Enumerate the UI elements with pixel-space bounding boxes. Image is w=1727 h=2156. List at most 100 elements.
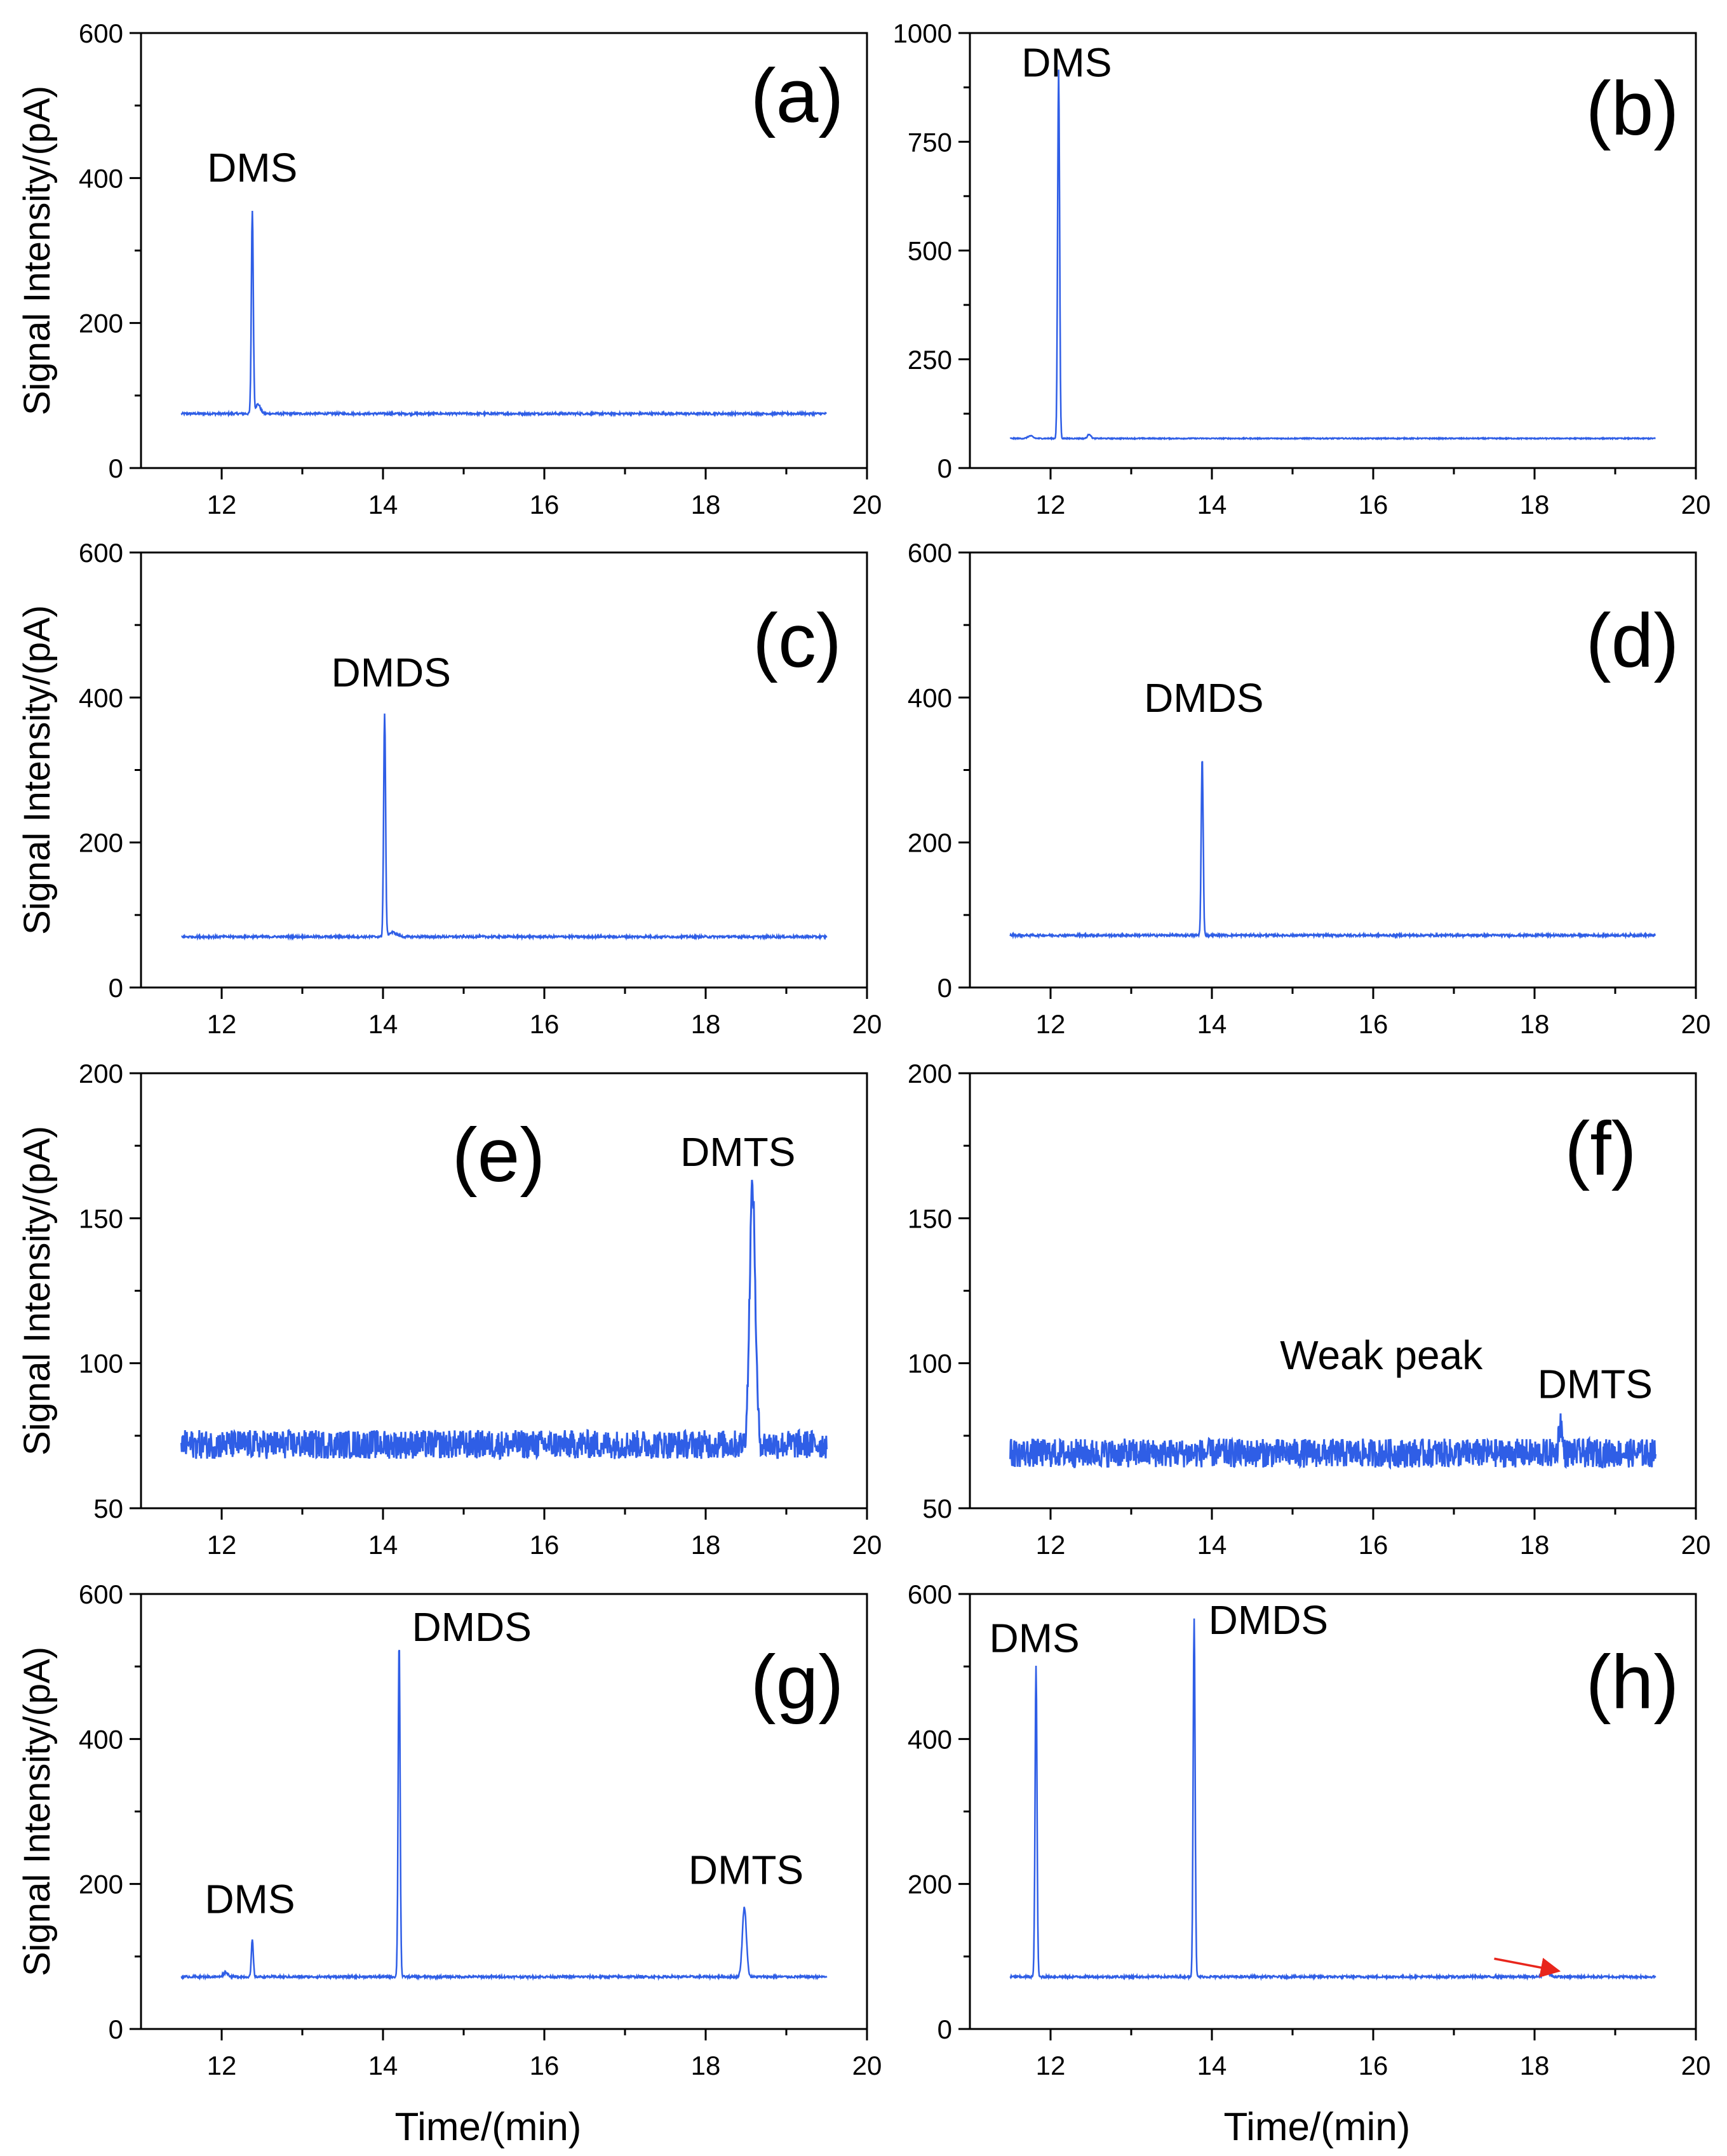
series-line — [180, 1649, 828, 1981]
x-tick-label: 20 — [1681, 2051, 1711, 2080]
x-tick-label: 12 — [207, 2051, 237, 2080]
x-tick-label: 20 — [1681, 1530, 1711, 1560]
y-tick-label: 250 — [908, 345, 952, 375]
panel-label: (a) — [751, 53, 844, 138]
y-tick-label: 400 — [908, 683, 952, 713]
x-tick-label: 16 — [1359, 490, 1388, 519]
peak-annotation: DMTS — [689, 1847, 803, 1893]
series-line — [1009, 1618, 1656, 1981]
y-axis-label: Signal Intensity/(pA) — [17, 1647, 58, 1976]
y-tick-label: 0 — [937, 453, 952, 483]
x-tick-label: 18 — [691, 1530, 721, 1560]
x-axis-label: Time/(min) — [395, 2105, 582, 2149]
y-tick-label: 100 — [79, 1349, 123, 1379]
y-tick-label: 0 — [109, 453, 123, 483]
y-axis-label: Signal Intensity/(pA) — [17, 86, 58, 415]
panel-label: (h) — [1586, 1640, 1679, 1725]
y-axis-label: Signal Intensity/(pA) — [17, 1126, 58, 1456]
chart-panel-e: 12 14 16 18 20 50 100 150 200 Signal Intensity/(p… — [17, 1059, 882, 1560]
x-tick-label: 14 — [368, 1009, 398, 1039]
y-tick-label: 0 — [109, 973, 123, 1003]
x-tick-label: 18 — [1520, 2051, 1550, 2080]
x-tick-label: 20 — [852, 1009, 882, 1039]
peak-annotation: DMS — [1021, 40, 1112, 86]
x-tick-label: 12 — [207, 490, 237, 519]
x-tick-label: 14 — [1197, 1009, 1227, 1039]
y-tick-label: 600 — [79, 1579, 123, 1609]
x-tick-label: 16 — [1359, 1530, 1388, 1560]
y-tick-label: 150 — [79, 1203, 123, 1233]
x-tick-label: 14 — [368, 1530, 398, 1560]
panel-label: (d) — [1586, 598, 1679, 683]
peak-annotation: DMS — [207, 145, 297, 191]
x-tick-label: 18 — [1520, 1009, 1550, 1039]
y-tick-label: 0 — [937, 2014, 952, 2044]
x-tick-label: 16 — [1359, 1009, 1388, 1039]
x-tick-label: 18 — [691, 490, 721, 519]
peak-annotation: Weak peak — [1280, 1332, 1483, 1378]
series-line — [180, 210, 827, 418]
x-tick-label: 16 — [530, 1530, 560, 1560]
x-tick-label: 16 — [530, 2051, 560, 2080]
y-tick-label: 200 — [908, 1059, 952, 1088]
x-tick-label: 16 — [530, 490, 560, 519]
y-tick-label: 200 — [79, 1870, 123, 1899]
y-tick-label: 600 — [79, 18, 123, 48]
series-line — [180, 1179, 828, 1461]
y-tick-label: 600 — [908, 538, 952, 568]
x-tick-label: 14 — [368, 490, 398, 519]
panel-label: (c) — [753, 598, 842, 683]
series-line — [1009, 1413, 1656, 1470]
x-tick-label: 20 — [852, 1530, 882, 1560]
x-tick-label: 14 — [368, 2051, 398, 2080]
chart-panel-f: 12 14 16 18 20 50 100 150 200 Weak peak DMTS (f) — [908, 1059, 1710, 1560]
y-tick-label: 200 — [79, 828, 123, 858]
y-tick-label: 0 — [937, 973, 952, 1003]
y-tick-label: 0 — [109, 2014, 123, 2044]
peak-annotation: DMDS — [412, 1604, 531, 1650]
y-tick-label: 600 — [908, 1579, 952, 1609]
y-tick-label: 200 — [908, 828, 952, 858]
y-tick-label: 400 — [79, 683, 123, 713]
y-tick-label: 200 — [79, 309, 123, 338]
x-tick-label: 16 — [530, 1009, 560, 1039]
x-tick-label: 18 — [691, 1009, 721, 1039]
x-tick-label: 12 — [207, 1530, 237, 1560]
peak-annotation: DMS — [205, 1876, 295, 1922]
y-tick-label: 400 — [908, 1724, 952, 1754]
x-tick-label: 16 — [1359, 2051, 1388, 2080]
x-tick-label: 20 — [852, 490, 882, 519]
peak-annotation: DMTS — [680, 1129, 795, 1175]
panel-label: (f) — [1564, 1106, 1636, 1191]
panel-label: (b) — [1586, 66, 1679, 151]
y-tick-label: 50 — [93, 1494, 123, 1523]
peak-annotation: DMS — [989, 1615, 1079, 1661]
x-tick-label: 18 — [691, 2051, 721, 2080]
y-tick-label: 400 — [79, 163, 123, 193]
x-tick-label: 18 — [1520, 490, 1550, 519]
y-tick-label: 200 — [79, 1059, 123, 1088]
x-tick-label: 12 — [207, 1009, 237, 1039]
x-tick-label: 20 — [852, 2051, 882, 2080]
x-tick-label: 12 — [1036, 2051, 1066, 2080]
y-tick-label: 1000 — [893, 18, 952, 48]
x-tick-label: 12 — [1036, 490, 1066, 519]
panel-label: (g) — [751, 1640, 844, 1725]
x-tick-label: 20 — [1681, 490, 1711, 519]
y-tick-label: 400 — [79, 1724, 123, 1754]
peak-annotation: DMDS — [331, 650, 450, 695]
peak-annotation: DMDS — [1209, 1597, 1328, 1643]
x-tick-label: 14 — [1197, 2051, 1227, 2080]
chart-panel-b: 12 14 16 18 20 0 250 500 750 1000 DMS (b) — [893, 18, 1711, 519]
x-tick-label: 14 — [1197, 490, 1227, 519]
panel-label: (e) — [452, 1113, 546, 1198]
x-tick-label: 18 — [1520, 1530, 1550, 1560]
series-line — [1009, 69, 1656, 441]
y-axis-label: Signal Intensity/(pA) — [17, 605, 58, 935]
peak-annotation: DMDS — [1144, 675, 1263, 721]
y-tick-label: 750 — [908, 127, 952, 157]
